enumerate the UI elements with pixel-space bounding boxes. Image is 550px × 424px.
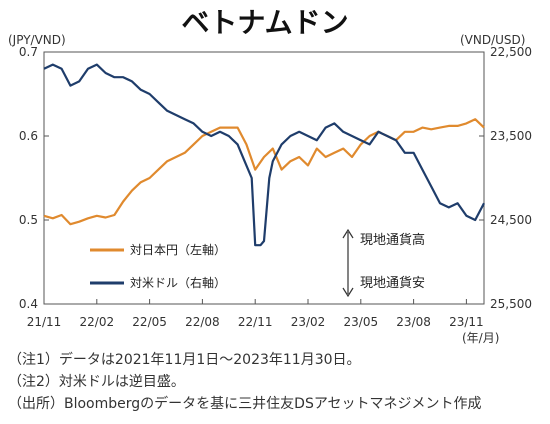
right-tick-label: 22,500 bbox=[490, 45, 532, 59]
direction-arrow bbox=[342, 228, 354, 298]
left-tick-label: 0.5 bbox=[19, 213, 38, 227]
note-1: （注1）データは2021年11月1日～2023年11月30日。 bbox=[8, 351, 361, 368]
series-line-jpy bbox=[43, 118, 485, 226]
left-axis: 0.4 0.5 0.6 0.7 bbox=[19, 45, 49, 311]
x-tick-label: 23/02 bbox=[291, 315, 326, 329]
x-tick-label: 22/02 bbox=[80, 315, 115, 329]
x-tick-label: 22/11 bbox=[238, 315, 273, 329]
plot-frame bbox=[43, 51, 485, 305]
annotation-down: 現地通貨安 bbox=[360, 275, 425, 291]
series-line-usd bbox=[43, 63, 485, 247]
series-layer bbox=[43, 63, 485, 247]
note-source: （出所）Bloombergのデータを基に三井住友DSアセットマネジメント作成 bbox=[8, 395, 482, 412]
x-tick-label: 22/05 bbox=[132, 315, 167, 329]
x-tick-label: 23/08 bbox=[396, 315, 431, 329]
right-tick-label: 24,500 bbox=[490, 213, 532, 227]
x-tick-label: 23/11 bbox=[449, 315, 484, 329]
arrow-down-head bbox=[342, 287, 354, 298]
right-axis: 22,500 23,500 24,500 25,500 bbox=[479, 45, 532, 311]
chart-title: ベトナムドン bbox=[181, 6, 348, 39]
legend-label-jpy: 対日本円（左軸） bbox=[130, 242, 226, 257]
right-tick-label: 23,500 bbox=[490, 129, 532, 143]
legend-label-usd: 対米ドル（右軸） bbox=[130, 275, 226, 290]
note-2: （注2）対米ドルは逆目盛。 bbox=[8, 374, 185, 390]
arrow-up-head bbox=[342, 228, 354, 239]
right-tick-label: 25,500 bbox=[490, 297, 532, 311]
right-axis-unit: (VND/USD) bbox=[460, 33, 525, 47]
left-axis-unit: (JPY/VND) bbox=[8, 33, 66, 47]
x-axis: 21/11 22/02 22/05 22/08 22/11 23/02 23/05 23/08… bbox=[27, 299, 484, 329]
left-tick-label: 0.4 bbox=[19, 297, 38, 311]
x-axis-unit: (年/月) bbox=[462, 331, 499, 345]
x-tick-label: 22/08 bbox=[185, 315, 220, 329]
annotation-up: 現地通貨高 bbox=[360, 232, 425, 248]
x-tick-label: 21/11 bbox=[27, 315, 62, 329]
left-tick-label: 0.6 bbox=[19, 129, 38, 143]
x-tick-label: 23/05 bbox=[344, 315, 379, 329]
left-tick-label: 0.7 bbox=[19, 45, 38, 59]
